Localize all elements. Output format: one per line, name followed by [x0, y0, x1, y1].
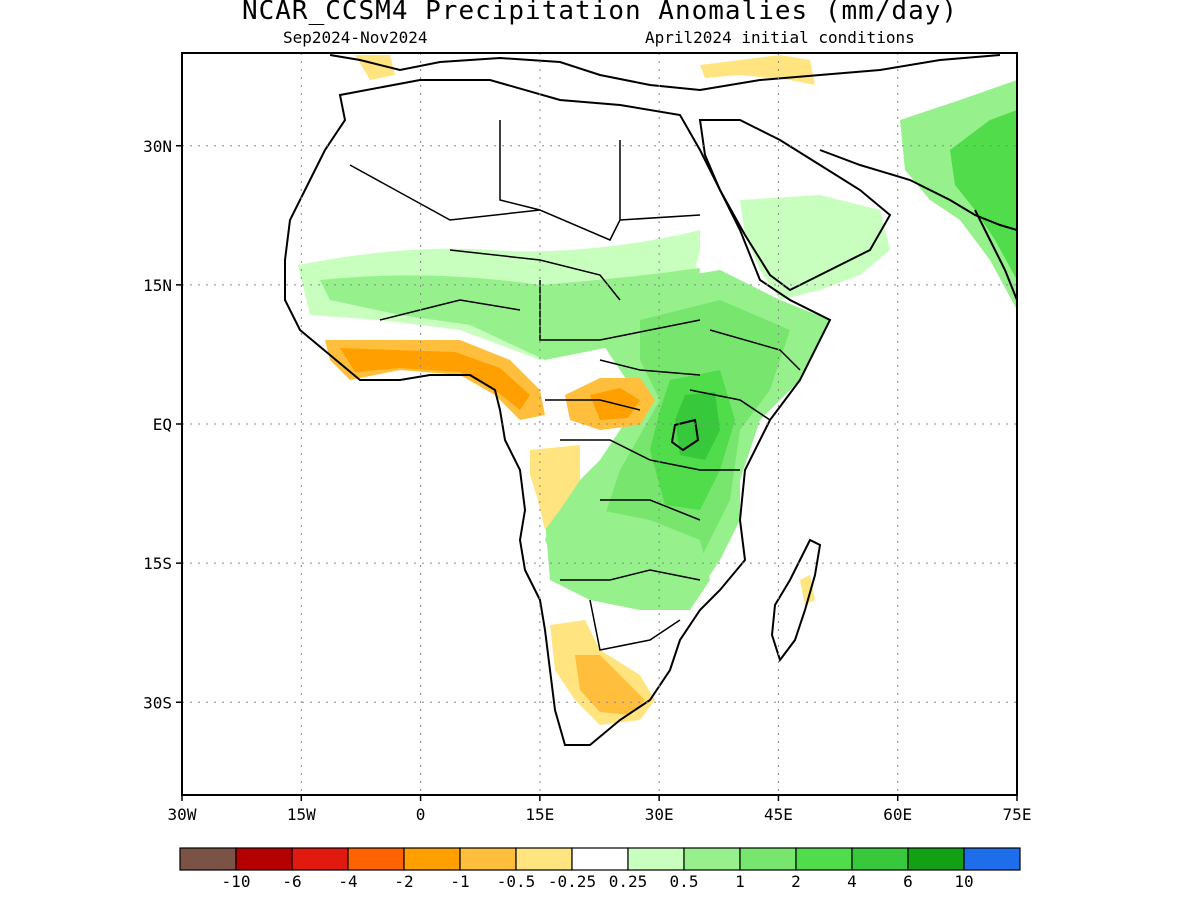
colorbar-label: -0.5	[497, 872, 536, 891]
chart-subtitle-init: April2024 initial conditions	[645, 28, 915, 47]
colorbar-swatch	[683, 847, 741, 871]
chart-subtitle-period: Sep2024-Nov2024	[283, 28, 428, 47]
colorbar-swatch	[627, 847, 685, 871]
india-coastline	[974, 209, 1017, 301]
colorbar-label: -1	[450, 872, 469, 891]
map-grid	[181, 53, 1018, 795]
anomaly-shading	[298, 55, 1017, 725]
lon-tick-label: 0	[416, 805, 426, 824]
colorbar-label: -0.25	[548, 872, 596, 891]
colorbar-swatch	[515, 847, 573, 871]
colorbar-swatch	[963, 847, 1021, 871]
colorbar-swatch	[403, 847, 461, 871]
lon-tick-label: 30E	[645, 805, 674, 824]
lat-tick-label: 30N	[143, 137, 172, 156]
colorbar-label: 4	[847, 872, 857, 891]
coastlines	[284, 54, 1017, 746]
colorbar-swatch	[739, 847, 797, 871]
colorbar: -10 -6 -4 -2 -1 -0.5 -0.25 0.25 0.5 1 2 4 6 10	[179, 847, 1021, 891]
colorbar-label: -4	[338, 872, 357, 891]
colorbar-label: 0.25	[609, 872, 648, 891]
colorbar-swatch	[179, 847, 237, 871]
lon-tick-label: 15W	[287, 805, 316, 824]
africa-coastline	[284, 79, 832, 746]
europe-coastline	[329, 54, 1001, 92]
colorbar-swatch	[459, 847, 517, 871]
lon-tick-label: 30W	[168, 805, 197, 824]
border-lines	[349, 120, 801, 651]
angola-anomaly	[530, 445, 580, 530]
colorbar-swatch	[851, 847, 909, 871]
colorbar-label: -6	[282, 872, 301, 891]
india-anomaly-core	[950, 110, 1017, 280]
colorbar-label: -2	[394, 872, 413, 891]
madagascar-coastline	[770, 538, 822, 663]
colorbar-swatch	[291, 847, 349, 871]
lat-tick-label: EQ	[153, 415, 172, 434]
lon-tick-label: 15E	[525, 805, 554, 824]
south-africa-anomaly-core	[575, 655, 645, 715]
colorbar-label: 0.5	[670, 872, 699, 891]
colorbar-label: 2	[791, 872, 801, 891]
guinea-coast-anomaly-core	[340, 348, 530, 410]
colorbar-label: -10	[222, 872, 251, 891]
colorbar-swatch	[235, 847, 293, 871]
lake-victoria-core	[675, 392, 720, 460]
longitude-axis: 30W 15W 0 15E 30E 45E 60E 75E	[168, 795, 1032, 824]
lon-tick-label: 60E	[883, 805, 912, 824]
latitude-axis: 30N 15N EQ 15S 30S	[143, 137, 182, 712]
lat-tick-label: 15N	[143, 276, 172, 295]
colorbar-label: 10	[954, 872, 973, 891]
colorbar-swatch	[571, 847, 629, 871]
lon-tick-label: 75E	[1003, 805, 1032, 824]
colorbar-swatch	[907, 847, 965, 871]
colorbar-swatch	[347, 847, 405, 871]
arabia-anomaly	[740, 195, 890, 300]
asia-coastline	[819, 149, 1017, 231]
lake-victoria	[670, 418, 700, 452]
lat-tick-label: 15S	[143, 554, 172, 573]
madagascar-anomaly	[800, 575, 815, 605]
arabia-coastline	[698, 119, 892, 292]
lon-tick-label: 45E	[764, 805, 793, 824]
colorbar-label: 6	[903, 872, 913, 891]
lat-tick-label: 30S	[143, 693, 172, 712]
colorbar-swatch	[795, 847, 853, 871]
chart-title: NCAR_CCSM4 Precipitation Anomalies (mm/d…	[241, 0, 959, 26]
southern-africa-anomaly	[545, 510, 710, 610]
colorbar-label: 1	[735, 872, 745, 891]
